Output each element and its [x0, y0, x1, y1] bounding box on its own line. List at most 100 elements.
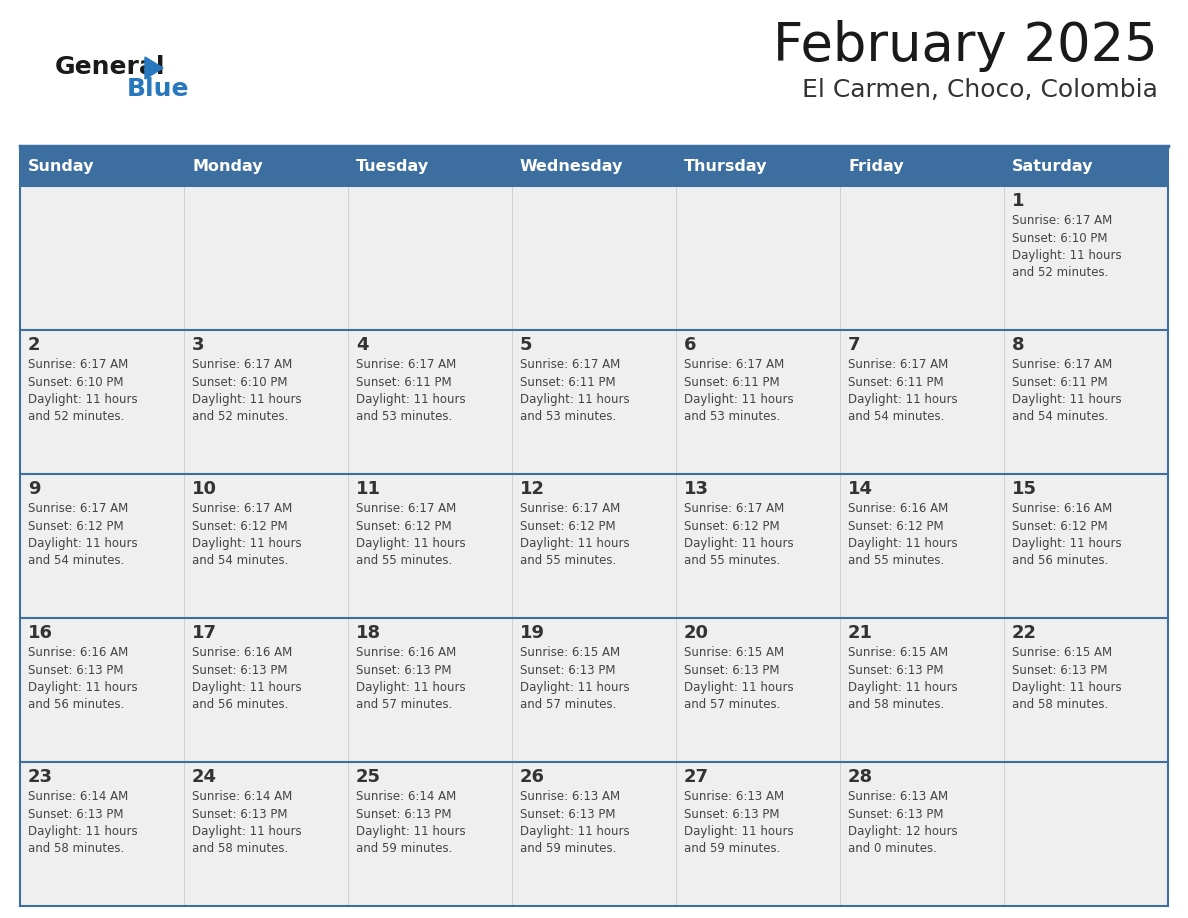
Bar [20, 330, 184, 474]
Text: Sunrise: 6:17 AM
Sunset: 6:12 PM
Daylight: 11 hours
and 55 minutes.: Sunrise: 6:17 AM Sunset: 6:12 PM Dayligh… [356, 502, 466, 567]
Text: 2: 2 [29, 336, 40, 354]
Text: Sunrise: 6:16 AM
Sunset: 6:13 PM
Daylight: 11 hours
and 57 minutes.: Sunrise: 6:16 AM Sunset: 6:13 PM Dayligh… [356, 646, 466, 711]
Bar [512, 618, 676, 762]
Text: Wednesday: Wednesday [520, 160, 624, 174]
Bar [1004, 330, 1168, 474]
Text: Sunrise: 6:16 AM
Sunset: 6:13 PM
Daylight: 11 hours
and 56 minutes.: Sunrise: 6:16 AM Sunset: 6:13 PM Dayligh… [29, 646, 138, 711]
Text: 21: 21 [848, 624, 873, 642]
Bar [512, 186, 676, 330]
Bar [184, 186, 348, 330]
Text: Sunrise: 6:17 AM
Sunset: 6:10 PM
Daylight: 11 hours
and 52 minutes.: Sunrise: 6:17 AM Sunset: 6:10 PM Dayligh… [29, 358, 138, 423]
Bar [676, 762, 840, 906]
Bar [20, 618, 184, 762]
Text: 6: 6 [684, 336, 696, 354]
Text: Tuesday: Tuesday [356, 160, 429, 174]
Bar [20, 148, 184, 186]
Text: 4: 4 [356, 336, 368, 354]
Text: Sunrise: 6:17 AM
Sunset: 6:11 PM
Daylight: 11 hours
and 53 minutes.: Sunrise: 6:17 AM Sunset: 6:11 PM Dayligh… [684, 358, 794, 423]
Text: Sunrise: 6:17 AM
Sunset: 6:11 PM
Daylight: 11 hours
and 54 minutes.: Sunrise: 6:17 AM Sunset: 6:11 PM Dayligh… [1012, 358, 1121, 423]
Text: Sunrise: 6:15 AM
Sunset: 6:13 PM
Daylight: 11 hours
and 58 minutes.: Sunrise: 6:15 AM Sunset: 6:13 PM Dayligh… [848, 646, 958, 711]
Text: Sunrise: 6:16 AM
Sunset: 6:12 PM
Daylight: 11 hours
and 55 minutes.: Sunrise: 6:16 AM Sunset: 6:12 PM Dayligh… [848, 502, 958, 567]
Bar [676, 474, 840, 618]
Text: Sunrise: 6:14 AM
Sunset: 6:13 PM
Daylight: 11 hours
and 59 minutes.: Sunrise: 6:14 AM Sunset: 6:13 PM Dayligh… [356, 790, 466, 856]
Text: Friday: Friday [848, 160, 904, 174]
Text: Sunrise: 6:17 AM
Sunset: 6:11 PM
Daylight: 11 hours
and 53 minutes.: Sunrise: 6:17 AM Sunset: 6:11 PM Dayligh… [520, 358, 630, 423]
Text: El Carmen, Choco, Colombia: El Carmen, Choco, Colombia [802, 78, 1158, 102]
Text: 19: 19 [520, 624, 545, 642]
Text: 8: 8 [1012, 336, 1024, 354]
Text: 18: 18 [356, 624, 381, 642]
Bar [1004, 474, 1168, 618]
Bar [1004, 148, 1168, 186]
Bar [348, 186, 512, 330]
Bar [20, 762, 184, 906]
Bar [348, 762, 512, 906]
Bar [676, 186, 840, 330]
Text: 1: 1 [1012, 192, 1024, 210]
Text: Sunrise: 6:16 AM
Sunset: 6:12 PM
Daylight: 11 hours
and 56 minutes.: Sunrise: 6:16 AM Sunset: 6:12 PM Dayligh… [1012, 502, 1121, 567]
Bar [840, 330, 1004, 474]
Text: Sunrise: 6:17 AM
Sunset: 6:12 PM
Daylight: 11 hours
and 55 minutes.: Sunrise: 6:17 AM Sunset: 6:12 PM Dayligh… [520, 502, 630, 567]
Bar [348, 148, 512, 186]
Bar [20, 186, 184, 330]
Bar [512, 762, 676, 906]
Bar [676, 148, 840, 186]
Text: Saturday: Saturday [1012, 160, 1093, 174]
Text: Sunrise: 6:16 AM
Sunset: 6:13 PM
Daylight: 11 hours
and 56 minutes.: Sunrise: 6:16 AM Sunset: 6:13 PM Dayligh… [192, 646, 302, 711]
Text: Sunrise: 6:17 AM
Sunset: 6:12 PM
Daylight: 11 hours
and 54 minutes.: Sunrise: 6:17 AM Sunset: 6:12 PM Dayligh… [29, 502, 138, 567]
Text: Sunrise: 6:15 AM
Sunset: 6:13 PM
Daylight: 11 hours
and 58 minutes.: Sunrise: 6:15 AM Sunset: 6:13 PM Dayligh… [1012, 646, 1121, 711]
Bar [512, 474, 676, 618]
Text: 20: 20 [684, 624, 709, 642]
Text: Sunrise: 6:13 AM
Sunset: 6:13 PM
Daylight: 11 hours
and 59 minutes.: Sunrise: 6:13 AM Sunset: 6:13 PM Dayligh… [684, 790, 794, 856]
Text: Sunrise: 6:13 AM
Sunset: 6:13 PM
Daylight: 11 hours
and 59 minutes.: Sunrise: 6:13 AM Sunset: 6:13 PM Dayligh… [520, 790, 630, 856]
Text: 27: 27 [684, 768, 709, 786]
Bar [348, 330, 512, 474]
Text: 7: 7 [848, 336, 860, 354]
Text: 16: 16 [29, 624, 53, 642]
Text: 25: 25 [356, 768, 381, 786]
Text: 11: 11 [356, 480, 381, 498]
Text: 12: 12 [520, 480, 545, 498]
Bar [840, 618, 1004, 762]
Text: Sunrise: 6:17 AM
Sunset: 6:12 PM
Daylight: 11 hours
and 55 minutes.: Sunrise: 6:17 AM Sunset: 6:12 PM Dayligh… [684, 502, 794, 567]
Text: Sunrise: 6:14 AM
Sunset: 6:13 PM
Daylight: 11 hours
and 58 minutes.: Sunrise: 6:14 AM Sunset: 6:13 PM Dayligh… [29, 790, 138, 856]
Polygon shape [145, 57, 163, 79]
Bar [1004, 186, 1168, 330]
Text: 17: 17 [192, 624, 217, 642]
Text: Sunrise: 6:17 AM
Sunset: 6:10 PM
Daylight: 11 hours
and 52 minutes.: Sunrise: 6:17 AM Sunset: 6:10 PM Dayligh… [192, 358, 302, 423]
Text: Blue: Blue [127, 77, 190, 101]
Text: February 2025: February 2025 [773, 20, 1158, 72]
Text: Sunrise: 6:17 AM
Sunset: 6:11 PM
Daylight: 11 hours
and 53 minutes.: Sunrise: 6:17 AM Sunset: 6:11 PM Dayligh… [356, 358, 466, 423]
Bar [840, 762, 1004, 906]
Text: Thursday: Thursday [684, 160, 767, 174]
Text: Sunday: Sunday [29, 160, 95, 174]
Text: Sunrise: 6:17 AM
Sunset: 6:11 PM
Daylight: 11 hours
and 54 minutes.: Sunrise: 6:17 AM Sunset: 6:11 PM Dayligh… [848, 358, 958, 423]
Text: 23: 23 [29, 768, 53, 786]
Text: 9: 9 [29, 480, 40, 498]
Text: 26: 26 [520, 768, 545, 786]
Text: General: General [55, 55, 165, 79]
Bar [348, 618, 512, 762]
Text: 15: 15 [1012, 480, 1037, 498]
Bar [20, 474, 184, 618]
Bar [184, 330, 348, 474]
Text: 10: 10 [192, 480, 217, 498]
Bar [1004, 618, 1168, 762]
Text: 13: 13 [684, 480, 709, 498]
Text: 5: 5 [520, 336, 532, 354]
Text: 24: 24 [192, 768, 217, 786]
Bar [676, 330, 840, 474]
Bar [184, 148, 348, 186]
Bar [348, 474, 512, 618]
Bar [1004, 762, 1168, 906]
Text: 28: 28 [848, 768, 873, 786]
Bar [840, 474, 1004, 618]
Text: Sunrise: 6:15 AM
Sunset: 6:13 PM
Daylight: 11 hours
and 57 minutes.: Sunrise: 6:15 AM Sunset: 6:13 PM Dayligh… [520, 646, 630, 711]
Bar [184, 474, 348, 618]
Bar [840, 186, 1004, 330]
Text: Monday: Monday [192, 160, 263, 174]
Text: 14: 14 [848, 480, 873, 498]
Text: 22: 22 [1012, 624, 1037, 642]
Text: 3: 3 [192, 336, 204, 354]
Bar [512, 330, 676, 474]
